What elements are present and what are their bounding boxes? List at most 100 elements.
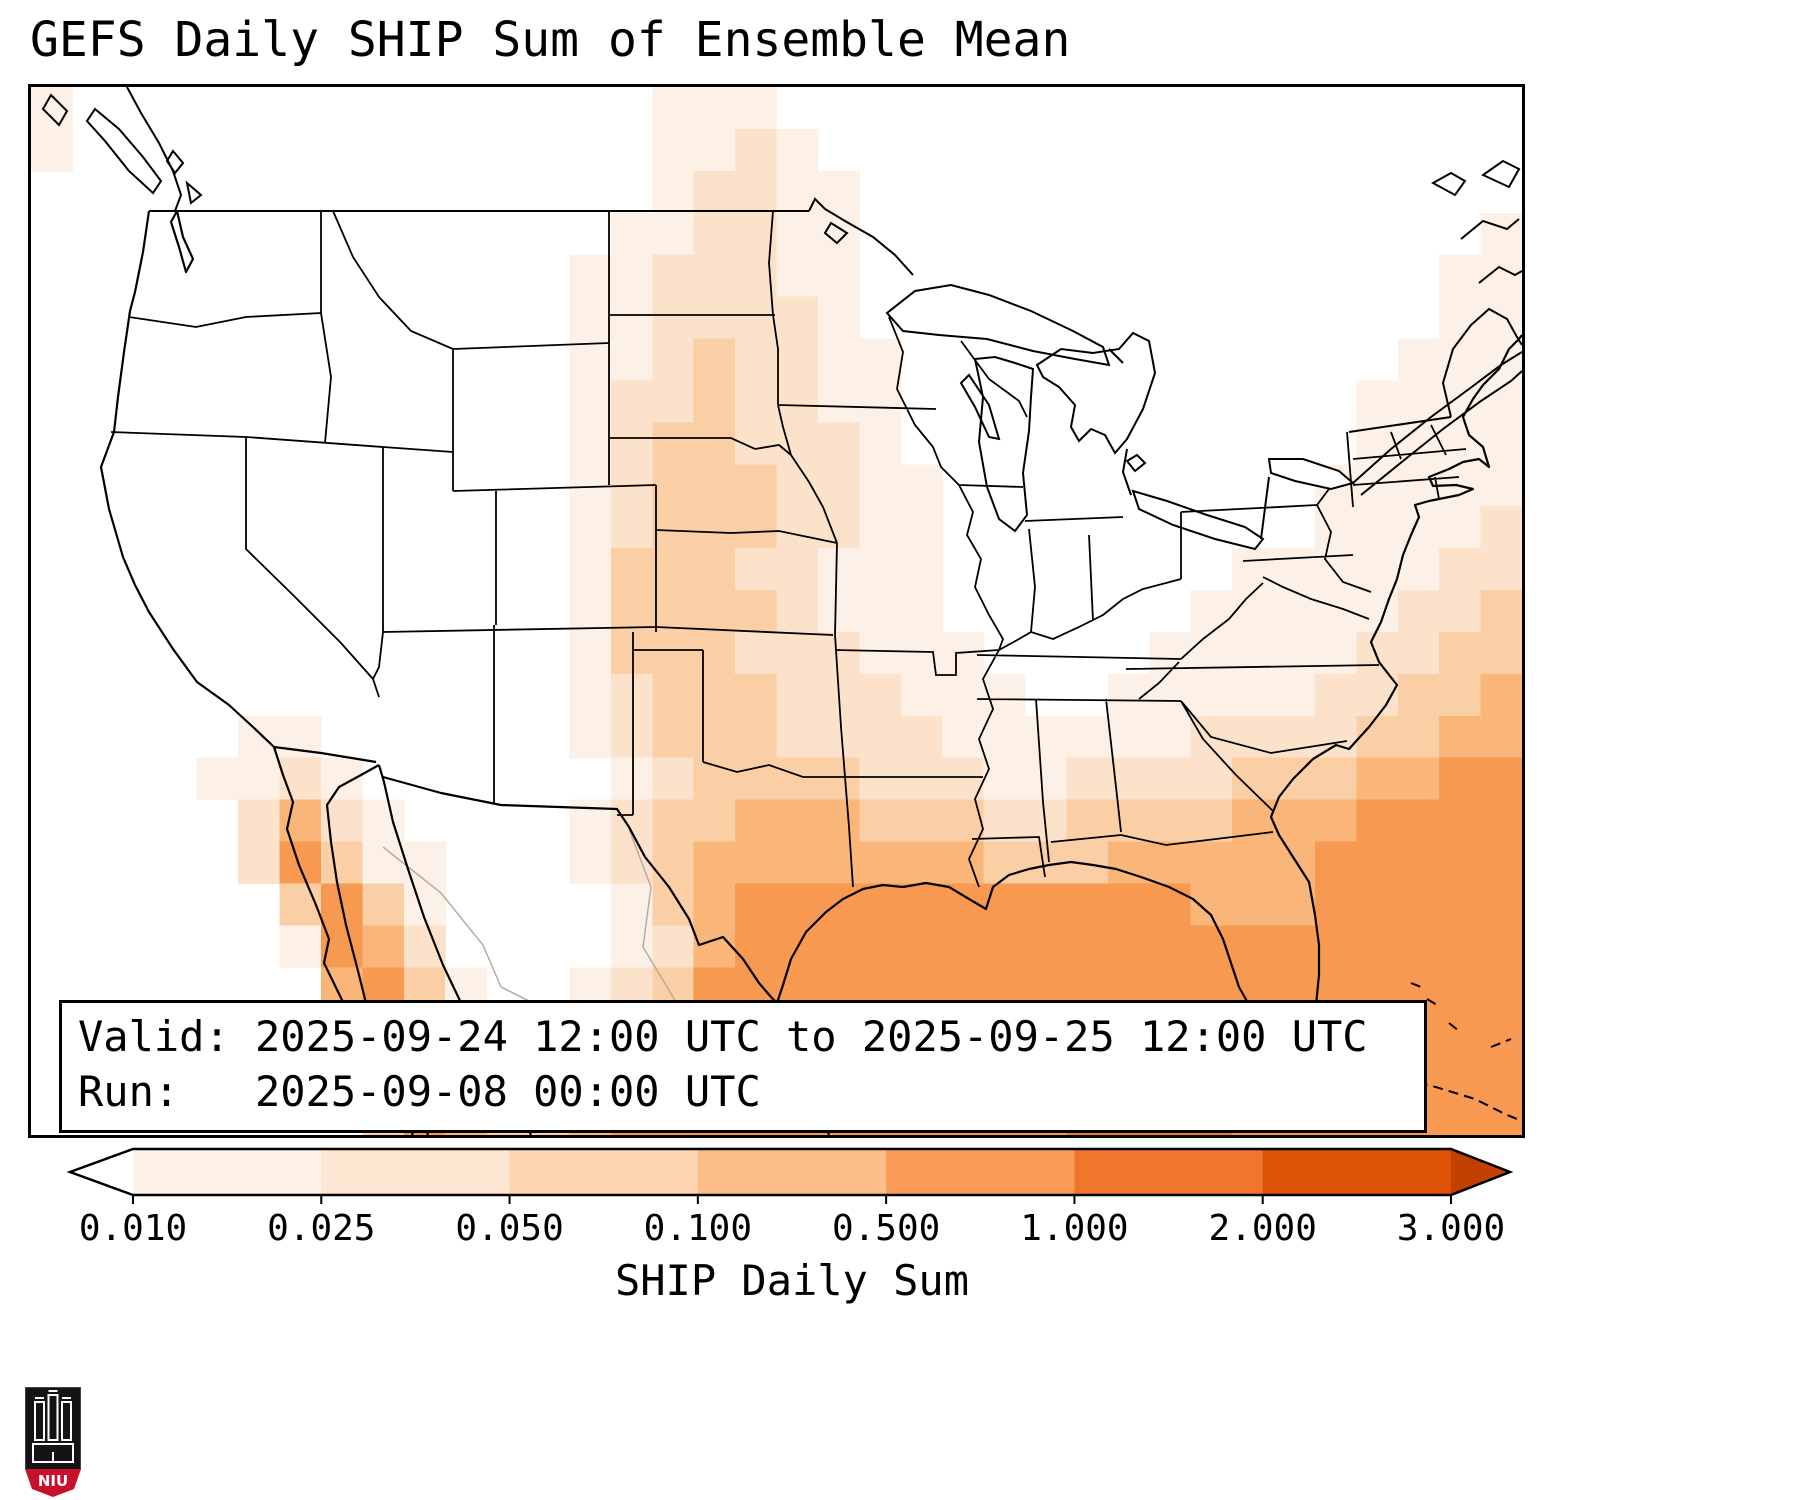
heatmap-cell [776, 338, 819, 382]
colorbar-segment [1262, 1149, 1452, 1195]
heatmap-cell [983, 715, 1026, 759]
heatmap-cell [1480, 673, 1522, 717]
heatmap-cell [693, 422, 736, 465]
heatmap-cell [735, 338, 778, 382]
heatmap-cell [983, 757, 1026, 801]
heatmap-cell [1397, 380, 1440, 423]
heatmap-cell [652, 87, 695, 130]
heatmap-cell [817, 925, 860, 968]
heatmap-cell [1439, 799, 1482, 843]
heatmap-cell [569, 464, 612, 507]
heatmap-cell [652, 548, 695, 591]
conus-map [31, 87, 1522, 1135]
heatmap-cell [652, 631, 695, 675]
heatmap-cell [1356, 799, 1399, 843]
heatmap-cell [1314, 925, 1357, 968]
colorbar-segment [509, 1149, 699, 1195]
heatmap-cell [1480, 799, 1522, 843]
heatmap-cell [1480, 967, 1522, 1010]
heatmap-cell [817, 422, 860, 465]
heatmap-cell [1439, 1009, 1482, 1052]
heatmap-cell [1066, 757, 1109, 801]
heatmap-cell [652, 464, 695, 507]
heatmap-cell [1149, 841, 1192, 885]
heatmap-cell [735, 590, 778, 633]
heatmap-cell [693, 799, 736, 843]
heatmap-cell [859, 506, 902, 549]
heatmap-cell [1439, 757, 1482, 801]
heatmap-cell [776, 296, 819, 340]
heatmap-cell [817, 548, 860, 591]
heatmap-cell [1397, 883, 1440, 926]
heatmap-cell [693, 128, 736, 172]
heatmap-cell [1066, 715, 1109, 759]
heatmap-cell [693, 590, 736, 633]
colorbar-tick-label: 2.000 [1208, 1208, 1317, 1249]
heatmap-cell [1439, 673, 1482, 717]
validity-info-box: Valid: 2025-09-24 12:00 UTC to 2025-09-2… [59, 1000, 1427, 1133]
heatmap-cell [652, 799, 695, 843]
heatmap-cell [1480, 1093, 1522, 1135]
heatmap-cell [1480, 590, 1522, 633]
heatmap-cell [776, 380, 819, 423]
heatmap-cell [776, 254, 819, 298]
heatmap-cell [1232, 841, 1275, 885]
heatmap-cell [1066, 883, 1109, 926]
heatmap-cell [1066, 799, 1109, 843]
logo-banner [25, 1469, 81, 1497]
heatmap-cell [942, 799, 985, 843]
heatmap-cell [610, 422, 653, 465]
heatmap-cell [1397, 548, 1440, 591]
heatmap-cell [942, 925, 985, 968]
heatmap-cell [942, 673, 985, 717]
heatmap-cell [817, 380, 860, 423]
heatmap-cell [610, 296, 653, 340]
heatmap-cell [735, 841, 778, 885]
heatmap-cell [983, 673, 1026, 717]
heatmap-cell [735, 673, 778, 717]
run-time-text: Run: 2025-09-08 00:00 UTC [78, 1067, 761, 1117]
heatmap-cell [1232, 925, 1275, 968]
colorbar-segment [321, 1149, 511, 1195]
heatmap-cell [652, 841, 695, 885]
heatmap-cell [320, 841, 363, 885]
heatmap-cell [362, 883, 405, 926]
heatmap-cell [776, 506, 819, 549]
heatmap-cell [693, 506, 736, 549]
heatmap-cell [1439, 422, 1482, 465]
heatmap-cell [817, 883, 860, 926]
heatmap-cell [569, 631, 612, 675]
heatmap-cell [31, 87, 74, 130]
heatmap-cell [1439, 590, 1482, 633]
heatmap-cell [693, 254, 736, 298]
heatmap-cell [569, 715, 612, 759]
heatmap-cell [776, 673, 819, 717]
heatmap-cell [859, 422, 902, 465]
heatmap-cell [817, 799, 860, 843]
heatmap-cell [1190, 841, 1233, 885]
heatmap-cell [776, 883, 819, 926]
heatmap-cell [1480, 841, 1522, 885]
heatmap-cell [403, 925, 446, 968]
heatmap-cell [817, 590, 860, 633]
heatmap-cell [859, 590, 902, 633]
colorbar-tick-label: 0.050 [455, 1208, 564, 1249]
heatmap-cell [652, 212, 695, 256]
heatmap-cell [693, 548, 736, 591]
heatmap-cell [569, 380, 612, 423]
heatmap-cell [569, 422, 612, 465]
heatmap-cell [693, 338, 736, 382]
heatmap-cell [1190, 590, 1233, 633]
heatmap-cell [817, 338, 860, 382]
heatmap-cell [1273, 799, 1316, 843]
heatmap-cell [693, 631, 736, 675]
heatmap-cell [652, 422, 695, 465]
heatmap-cell [610, 380, 653, 423]
heatmap-cell [238, 715, 281, 759]
heatmap-cell [569, 590, 612, 633]
heatmap-cell [817, 757, 860, 801]
colorbar-tickmarks [132, 1195, 1452, 1204]
colorbar-tick-label: 1.000 [1020, 1208, 1129, 1249]
great-lakes [885, 283, 1356, 551]
heatmap-cell [900, 841, 943, 885]
